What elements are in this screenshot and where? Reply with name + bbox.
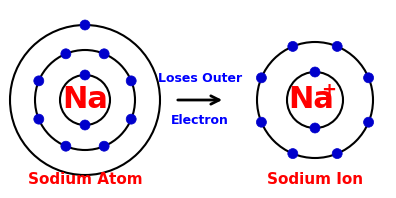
Circle shape: [34, 114, 44, 124]
Circle shape: [80, 120, 90, 130]
Circle shape: [257, 117, 267, 127]
Text: Na: Na: [288, 86, 334, 114]
Circle shape: [332, 148, 342, 159]
Circle shape: [80, 70, 90, 80]
Circle shape: [288, 41, 298, 51]
Circle shape: [364, 73, 373, 83]
Text: Loses Outer: Loses Outer: [158, 71, 242, 85]
Circle shape: [310, 123, 320, 133]
Circle shape: [288, 148, 298, 159]
Text: Sodium Atom: Sodium Atom: [28, 172, 142, 188]
Circle shape: [99, 141, 109, 151]
Circle shape: [80, 20, 90, 30]
Circle shape: [364, 117, 373, 127]
Circle shape: [34, 76, 44, 86]
Circle shape: [126, 114, 136, 124]
Circle shape: [332, 41, 342, 51]
Circle shape: [126, 76, 136, 86]
Circle shape: [310, 67, 320, 77]
Text: Electron: Electron: [171, 113, 229, 127]
Circle shape: [61, 49, 71, 59]
Text: +: +: [322, 81, 337, 99]
Circle shape: [61, 141, 71, 151]
Circle shape: [257, 73, 267, 83]
Circle shape: [99, 49, 109, 59]
Text: Sodium Ion: Sodium Ion: [267, 172, 363, 188]
Text: Na: Na: [62, 86, 108, 114]
